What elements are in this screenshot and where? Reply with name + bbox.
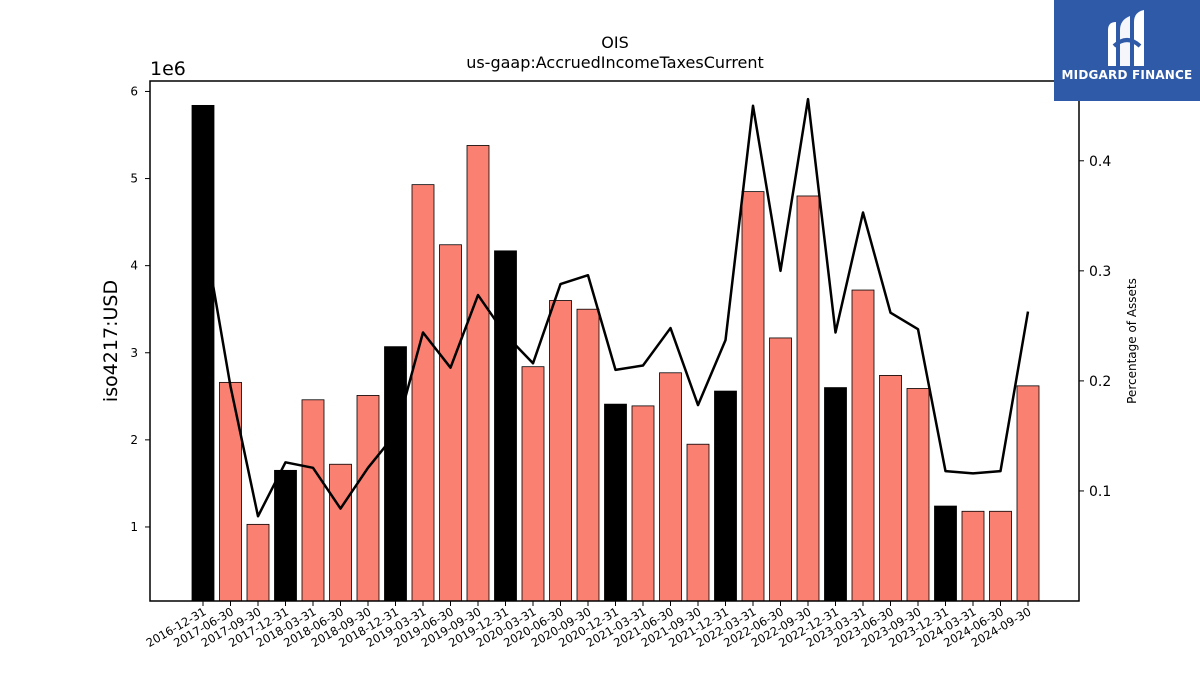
bar bbox=[686, 443, 710, 602]
bar bbox=[219, 381, 242, 602]
brand-logo: MIDGARD FINANCE bbox=[1054, 0, 1200, 101]
bar bbox=[411, 184, 435, 602]
y-tick-label: 1 bbox=[130, 520, 138, 534]
plot-frame bbox=[149, 80, 1080, 602]
y2-tick-label: 0.1 bbox=[1089, 484, 1111, 500]
y-tick-label: 3 bbox=[130, 346, 138, 360]
bar bbox=[329, 463, 352, 602]
bar bbox=[659, 372, 682, 602]
bar bbox=[604, 403, 627, 602]
y2-axis-label: Percentage of Assets bbox=[1125, 278, 1139, 404]
chart-title: OIS bbox=[601, 33, 628, 52]
bar bbox=[879, 375, 902, 602]
chart-subtitle: us-gaap:AccruedIncomeTaxesCurrent bbox=[466, 53, 764, 72]
bar bbox=[384, 346, 407, 602]
bar bbox=[549, 300, 572, 602]
bar bbox=[714, 390, 737, 602]
line-layer bbox=[201, 97, 1030, 518]
midgard-logo-icon bbox=[1108, 10, 1144, 66]
y-axis-label: iso4217:USD bbox=[100, 280, 122, 402]
bar bbox=[796, 195, 820, 602]
percentage-line bbox=[201, 97, 1030, 518]
bar bbox=[741, 191, 765, 602]
bar bbox=[494, 250, 517, 602]
bar bbox=[1016, 385, 1040, 602]
y-scale-label: 1e6 bbox=[150, 58, 186, 80]
brand-name: MIDGARD FINANCE bbox=[1061, 68, 1193, 82]
bar bbox=[906, 388, 930, 602]
y2-tick-label: 0.2 bbox=[1089, 374, 1111, 390]
bar bbox=[301, 399, 325, 602]
bar bbox=[466, 145, 490, 602]
bar bbox=[191, 104, 215, 602]
y-tick-label: 4 bbox=[130, 259, 138, 273]
bar bbox=[824, 387, 847, 602]
bar bbox=[521, 366, 545, 602]
y-tick-label: 2 bbox=[130, 433, 138, 447]
bar bbox=[631, 405, 655, 602]
bar bbox=[439, 244, 462, 602]
bar bbox=[769, 337, 792, 602]
bar bbox=[274, 469, 297, 602]
y2-tick-label: 0.4 bbox=[1089, 154, 1111, 170]
y-tick-label: 6 bbox=[130, 84, 138, 98]
bar bbox=[246, 523, 270, 602]
bar bbox=[576, 308, 600, 602]
y2-tick-label: 0.3 bbox=[1089, 264, 1111, 280]
bar bbox=[934, 505, 957, 602]
bar bbox=[851, 289, 875, 602]
bar bbox=[989, 510, 1012, 602]
bar bbox=[356, 395, 380, 602]
bars-layer bbox=[191, 104, 1040, 602]
y-tick-label: 5 bbox=[130, 172, 138, 186]
bar bbox=[961, 510, 985, 602]
